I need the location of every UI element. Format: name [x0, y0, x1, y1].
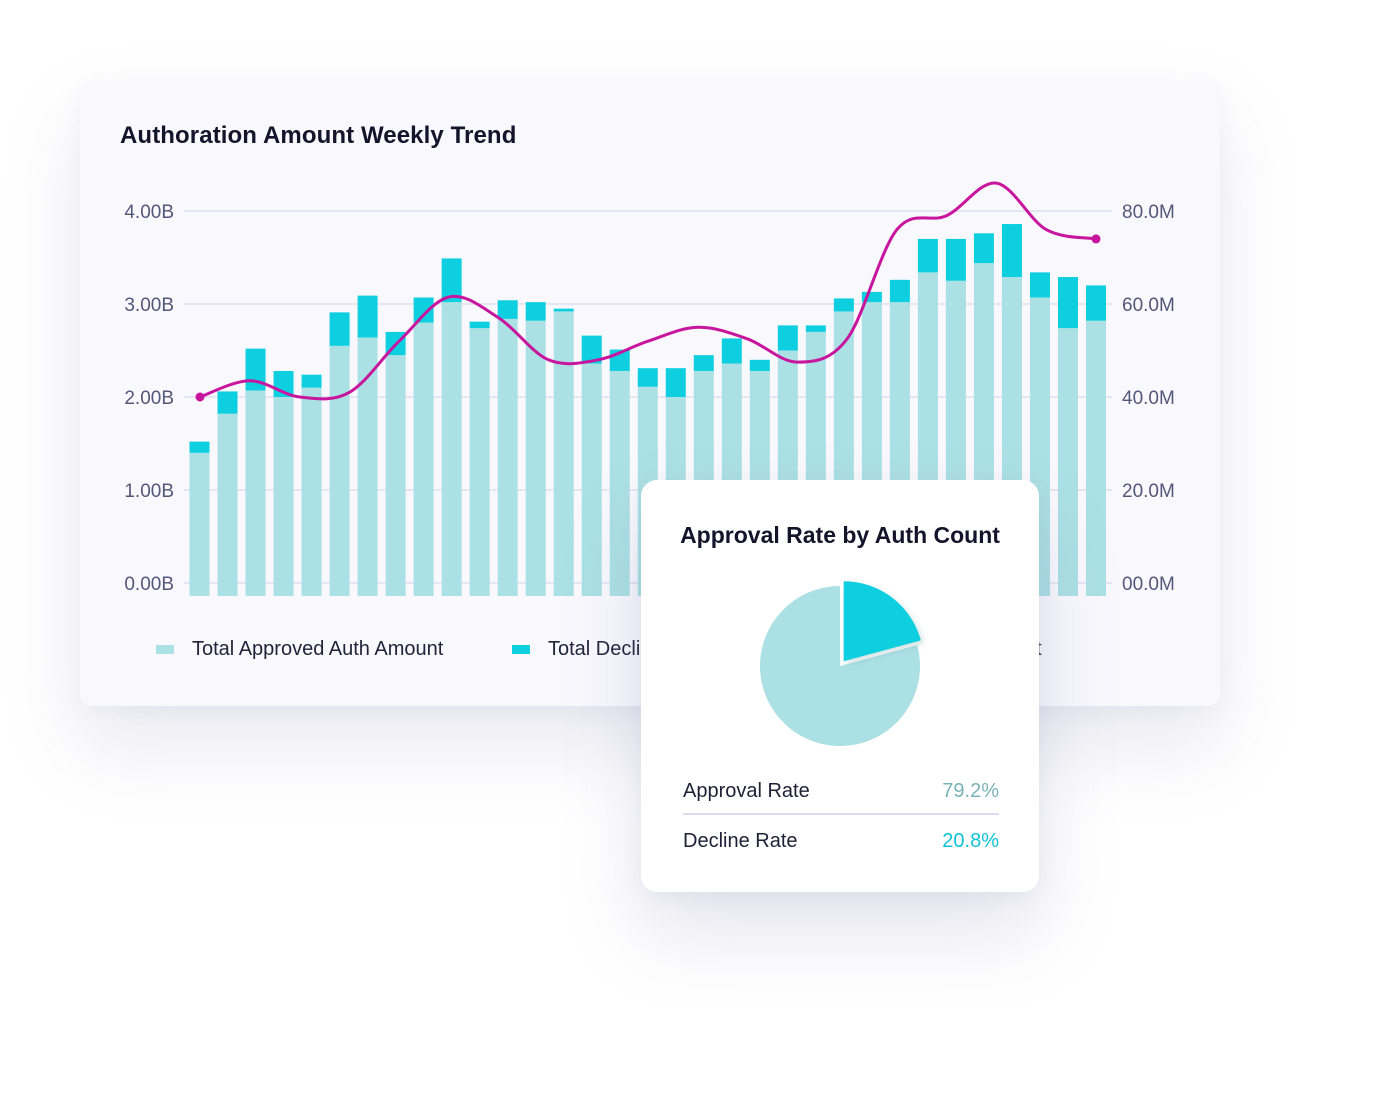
approval-rate-card: Approval Rate by Auth Count Approval Rat…: [641, 480, 1039, 892]
bar-declined: [301, 374, 322, 388]
bar-declined: [945, 238, 966, 281]
bar-approved: [609, 370, 630, 596]
bar-approved: [553, 311, 574, 596]
approval-rate-label: Approval Rate: [683, 779, 810, 802]
bar-declined: [1001, 224, 1022, 278]
bar-approved: [1057, 328, 1078, 596]
legend-swatch-declined: [512, 645, 530, 654]
pie-slice-decline: [843, 581, 921, 662]
bar-approved: [469, 328, 490, 596]
bar-approved: [189, 452, 210, 596]
y-left-tick-label: 3.00B: [124, 295, 174, 316]
bar-approved: [413, 322, 434, 596]
legend-item-declined: Total Decli: [512, 638, 640, 661]
y-right-tick-label: 20.0M: [1122, 481, 1175, 502]
bar-declined: [833, 298, 854, 312]
y-left-tick-label: 2.00B: [124, 388, 174, 409]
decline-rate-value: 20.8%: [942, 829, 999, 852]
legend-item-approved: Total Approved Auth Amount: [156, 638, 443, 661]
y-left-tick-label: 0.00B: [124, 574, 174, 595]
y-right-tick-label: 40.0M: [1122, 388, 1175, 409]
bar-approved: [497, 318, 518, 596]
bar-declined: [413, 297, 434, 323]
approval-rate-title: Approval Rate by Auth Count: [680, 522, 1000, 548]
bar-approved: [1086, 320, 1106, 596]
bar-declined: [637, 368, 658, 387]
bar-approved: [273, 397, 294, 596]
chart-axis-labels: 0.00B 1.00B 2.00B 3.00B 4.00B 00.0M 20.0M 40.0M…: [124, 202, 1174, 595]
bar-declined: [1029, 272, 1050, 298]
bar-approved: [525, 320, 546, 596]
bar-declined: [1086, 285, 1106, 321]
y-right-tick-label: 80.0M: [1122, 202, 1175, 223]
bar-declined: [1057, 277, 1078, 329]
bar-declined: [777, 325, 798, 351]
bar-declined: [469, 321, 490, 329]
bar-declined: [973, 233, 994, 264]
bar-approved: [329, 345, 350, 596]
pie-slice-approval: [760, 586, 921, 746]
bar-approved: [301, 387, 322, 596]
legend-label-approved: Total Approved Auth Amount: [192, 638, 444, 660]
bar-declined: [441, 258, 462, 303]
count-line-start-dot: [195, 392, 205, 402]
bar-declined: [581, 335, 602, 364]
approval-pie-chart: [760, 581, 921, 746]
chart-count-line: [195, 181, 1101, 402]
count-line-end-dot: [1091, 234, 1101, 244]
legend-swatch-approved: [156, 645, 174, 654]
y-left-tick-label: 4.00B: [124, 202, 174, 223]
bar-declined: [665, 368, 686, 397]
approval-rate-row: Approval Rate 79.2%: [683, 769, 999, 815]
y-right-tick-label: 00.0M: [1122, 574, 1175, 595]
bar-declined: [189, 441, 210, 453]
bar-declined: [357, 295, 378, 338]
decline-rate-row: Decline Rate 20.8%: [683, 819, 999, 863]
bar-approved: [581, 363, 602, 596]
bar-declined: [861, 291, 882, 303]
decline-rate-label: Decline Rate: [683, 829, 798, 852]
bar-declined: [329, 312, 350, 346]
y-left-tick-label: 1.00B: [124, 481, 174, 502]
bar-declined: [497, 300, 518, 319]
bar-declined: [749, 359, 770, 371]
bar-declined: [217, 391, 238, 414]
bar-declined: [693, 355, 714, 371]
bar-approved: [217, 413, 238, 596]
bar-approved: [245, 390, 266, 596]
approval-rate-value: 79.2%: [942, 779, 999, 802]
bar-declined: [721, 338, 742, 364]
bar-approved: [441, 302, 462, 596]
bar-approved: [385, 355, 406, 596]
count-trend-line: [198, 181, 1098, 401]
y-right-tick-label: 60.0M: [1122, 295, 1175, 316]
bar-declined: [525, 302, 546, 321]
legend-label-declined: Total Decli: [548, 638, 641, 660]
bar-declined: [805, 325, 826, 332]
weekly-trend-title: Authoration Amount Weekly Trend: [120, 122, 517, 149]
bar-approved: [357, 337, 378, 596]
bar-declined: [917, 238, 938, 273]
bar-declined: [889, 279, 910, 303]
bar-declined: [553, 308, 574, 312]
